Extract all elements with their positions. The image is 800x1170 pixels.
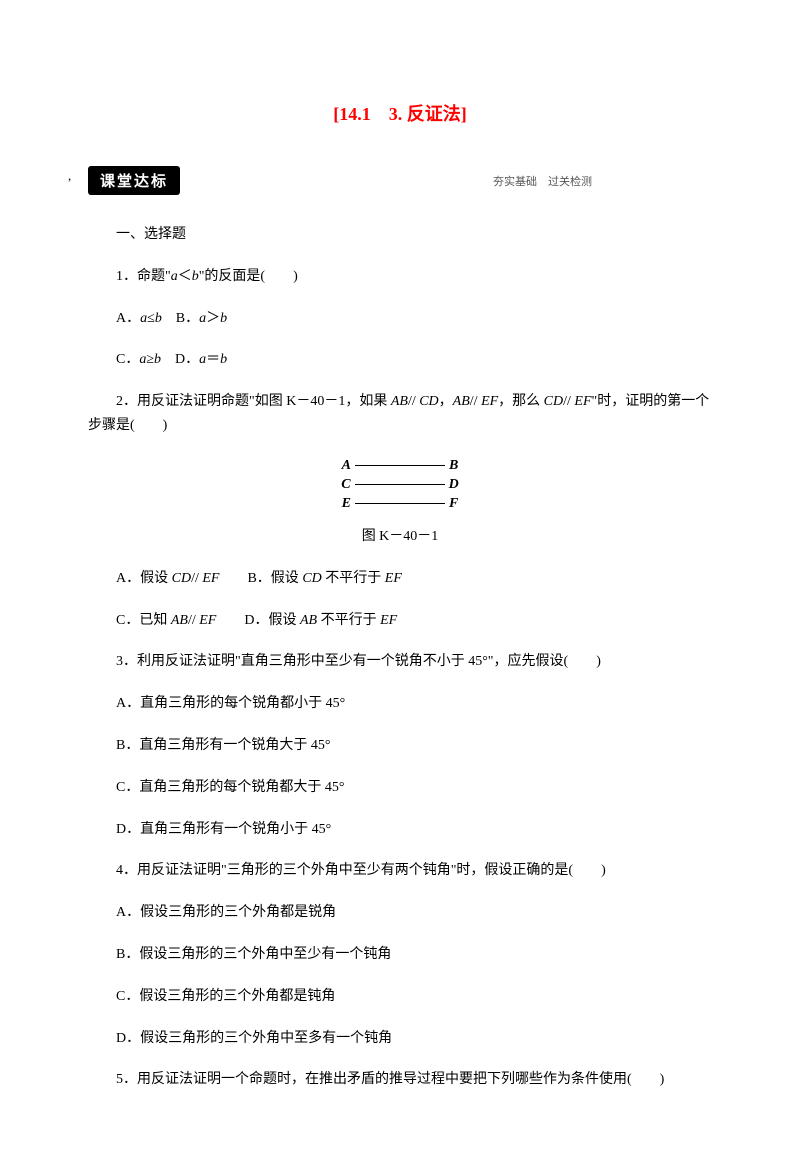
q4-stem: 4．用反证法证明"三角形的三个外角中至少有两个钝角"时，假设正确的是( )	[88, 859, 712, 883]
q1-options-row1: A．a≤b B．a＞b	[88, 307, 712, 331]
diagram-label-B: B	[449, 458, 458, 474]
q2-options-row1: A．假设 CD// EF B．假设 CD 不平行于 EF	[88, 567, 712, 591]
header-row: , 课堂达标 夯实基础 过关检测	[88, 166, 712, 195]
diagram-label-D: D	[449, 477, 459, 493]
diagram-line-EF	[355, 503, 445, 504]
diagram-label-F: F	[449, 496, 458, 512]
q3-optC: C．直角三角形的每个锐角都大于 45°	[88, 776, 712, 800]
q2-caption: 图 K－40－1	[88, 525, 712, 545]
badge-classroom: 课堂达标	[88, 166, 180, 195]
q1-stem: 1．命题"a＜b"的反面是( )	[88, 265, 712, 289]
q3-stem: 3．利用反证法证明"直角三角形中至少有一个锐角不小于 45°"，应先假设( )	[88, 650, 712, 674]
diagram-line-AB	[355, 465, 445, 466]
header-subtext: 夯实基础 过关检测	[493, 173, 592, 189]
q3-optD: D．直角三角形有一个锐角小于 45°	[88, 818, 712, 842]
diagram-label-E: E	[342, 496, 351, 512]
page-title: [14.1 3. 反证法]	[88, 100, 712, 126]
q4-optD: D．假设三角形的三个外角中至多有一个钝角	[88, 1027, 712, 1051]
q2-diagram: A B C D E F	[88, 456, 712, 513]
section-header: 一、选择题	[88, 223, 712, 247]
comma-mark: ,	[68, 168, 71, 184]
q4-optC: C．假设三角形的三个外角都是钝角	[88, 985, 712, 1009]
q3-optB: B．直角三角形有一个锐角大于 45°	[88, 734, 712, 758]
q4-optA: A．假设三角形的三个外角都是锐角	[88, 901, 712, 925]
diagram-label-A: A	[342, 458, 351, 474]
diagram-label-C: C	[341, 477, 350, 493]
q4-optB: B．假设三角形的三个外角中至少有一个钝角	[88, 943, 712, 967]
q2-options-row2: C．已知 AB// EF D．假设 AB 不平行于 EF	[88, 609, 712, 633]
q5-stem: 5．用反证法证明一个命题时，在推出矛盾的推导过程中要把下列哪些作为条件使用( )	[88, 1068, 712, 1092]
diagram-line-CD	[355, 484, 445, 485]
q2-stem: 2．用反证法证明命题"如图 K－40－1，如果 AB// CD，AB// EF，…	[88, 390, 712, 438]
q1-options-row2: C．a≥b D．a＝b	[88, 348, 712, 372]
q3-optA: A．直角三角形的每个锐角都小于 45°	[88, 692, 712, 716]
